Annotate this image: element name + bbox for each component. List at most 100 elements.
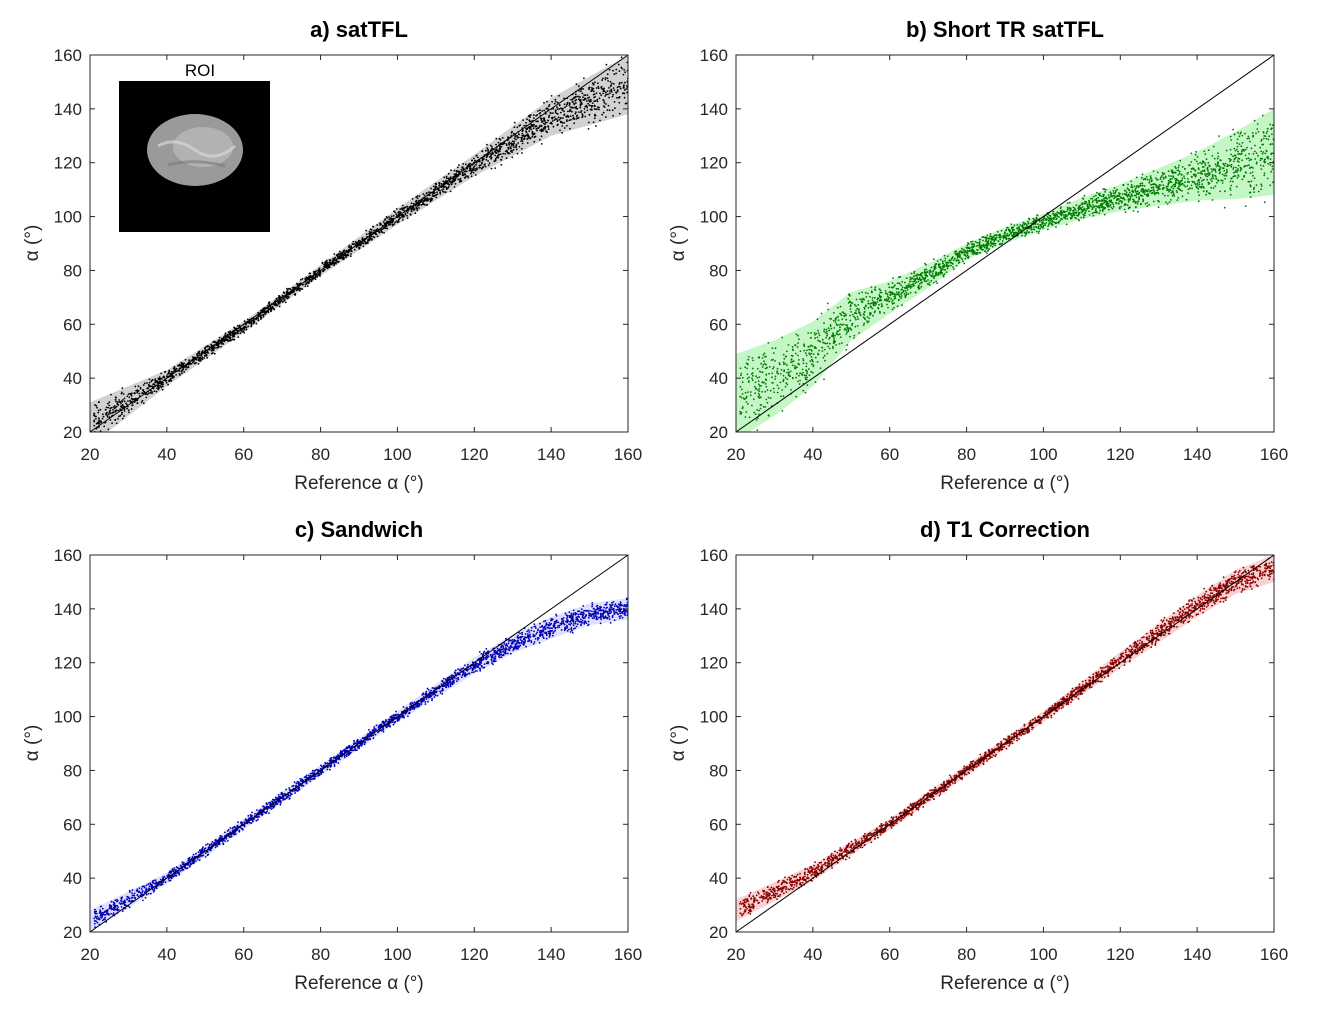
data-point — [1232, 166, 1235, 169]
data-point — [1025, 224, 1028, 226]
data-point — [1132, 198, 1134, 201]
data-point — [1259, 157, 1262, 160]
data-point — [540, 119, 543, 121]
data-point — [799, 372, 801, 375]
data-point — [554, 100, 557, 103]
data-point — [1202, 190, 1205, 193]
data-point — [961, 247, 963, 250]
data-point — [962, 248, 965, 251]
data-point — [375, 228, 378, 231]
data-point — [869, 302, 871, 305]
data-point — [830, 318, 833, 320]
data-point — [591, 617, 594, 620]
data-point — [445, 175, 448, 178]
data-point — [1178, 183, 1181, 186]
data-point — [932, 258, 935, 261]
data-point — [1187, 171, 1189, 174]
data-point — [1095, 200, 1098, 202]
data-point — [1124, 189, 1127, 192]
data-point — [233, 335, 236, 338]
data-point — [558, 108, 561, 110]
data-point — [743, 398, 746, 401]
data-point — [790, 389, 792, 391]
data-point — [377, 230, 380, 233]
data-point — [954, 250, 956, 253]
data-point — [1011, 231, 1014, 233]
data-point — [146, 387, 149, 390]
data-point — [136, 391, 139, 394]
data-point — [1155, 191, 1158, 194]
data-point — [243, 331, 246, 334]
data-point — [1246, 137, 1249, 140]
data-point — [896, 305, 899, 308]
data-point — [818, 340, 821, 343]
data-point — [894, 284, 896, 287]
data-point — [909, 276, 912, 279]
data-point — [1207, 170, 1209, 172]
data-point — [1209, 165, 1211, 168]
data-point — [945, 271, 948, 273]
data-point — [167, 383, 170, 386]
data-point — [783, 370, 785, 373]
data-point — [96, 406, 98, 409]
axes-box — [735, 54, 1275, 433]
data-point — [530, 128, 533, 131]
data-point — [1197, 191, 1200, 193]
data-point — [745, 401, 748, 403]
data-point — [609, 90, 611, 92]
data-point — [368, 239, 371, 242]
data-point — [1270, 152, 1273, 155]
data-point — [982, 248, 984, 251]
panel-a: a) satTFL Reference α (°) α (°) 20 40 60 80… — [22, 17, 642, 494]
data-point — [827, 308, 830, 311]
data-point — [492, 153, 495, 155]
data-point — [1199, 161, 1201, 164]
data-point — [557, 116, 560, 119]
data-point — [1135, 176, 1138, 179]
data-point — [758, 397, 761, 399]
data-point — [539, 109, 541, 112]
data-point — [322, 269, 324, 272]
data-point — [953, 257, 956, 260]
data-point — [1261, 114, 1264, 117]
data-point — [1204, 164, 1207, 167]
data-point — [826, 302, 829, 305]
data-point — [415, 196, 418, 199]
data-point — [971, 248, 974, 251]
data-point — [1248, 164, 1250, 167]
data-point — [518, 145, 521, 148]
data-point — [511, 151, 513, 154]
data-point — [206, 345, 209, 348]
data-point — [559, 129, 561, 132]
data-point — [282, 291, 285, 293]
data-point — [874, 302, 877, 305]
data-point — [900, 284, 903, 287]
data-point — [488, 156, 491, 158]
data-point — [748, 416, 751, 419]
data-point — [739, 410, 741, 413]
data-point — [1223, 206, 1226, 209]
data-point — [978, 238, 981, 241]
data-point — [495, 152, 498, 154]
data-point — [1200, 187, 1203, 189]
data-point — [1083, 194, 1086, 197]
data-point — [263, 307, 266, 309]
data-point — [1170, 175, 1172, 178]
data-point — [894, 295, 896, 297]
data-point — [273, 308, 276, 311]
data-point — [934, 265, 936, 268]
data-point — [484, 165, 487, 168]
data-point — [959, 255, 961, 257]
data-point — [532, 127, 535, 130]
data-point — [573, 103, 576, 106]
data-point — [771, 381, 774, 384]
data-point — [1266, 130, 1269, 133]
data-point — [486, 149, 489, 151]
data-point — [1211, 175, 1214, 178]
data-point — [484, 149, 487, 152]
data-point — [119, 401, 122, 403]
data-point — [798, 363, 801, 366]
data-point — [742, 406, 744, 408]
data-point — [1237, 164, 1240, 167]
data-point — [604, 91, 607, 94]
